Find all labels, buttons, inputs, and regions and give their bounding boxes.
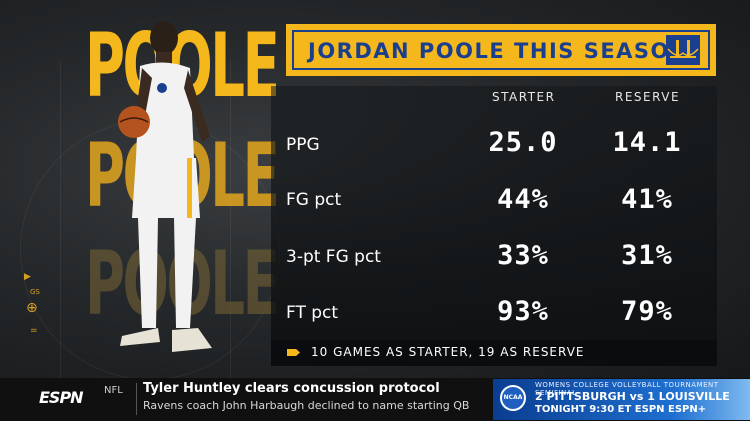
value-3pt-starter: 33%: [497, 240, 549, 271]
side-mark-gs: GS: [30, 288, 40, 296]
promo-time: TONIGHT 9:30 ET ESPN ESPN+: [535, 404, 707, 415]
player-photo: [118, 21, 212, 352]
footnote-bar: 10 GAMES AS STARTER, 19 AS RESERVE: [271, 340, 717, 366]
footnote-arrow-icon: [287, 349, 300, 356]
column-header-reserve: RESERVE: [615, 90, 681, 104]
row-label-ppg: PPG: [286, 135, 320, 155]
value-ppg-reserve: 14.1: [612, 127, 682, 158]
ncaa-logo: NCAA: [500, 385, 526, 411]
value-ft-reserve: 79%: [621, 296, 673, 327]
value-ppg-starter: 25.0: [488, 127, 558, 158]
equals-icon: =: [30, 326, 38, 336]
ticker-subline: Ravens coach John Harbaugh declined to n…: [143, 399, 470, 412]
stats-panel: [271, 86, 717, 366]
crosshair-icon: ⊕: [26, 300, 38, 316]
bottom-ticker: ESPN NFL Tyler Huntley clears concussion…: [0, 378, 750, 421]
promo-matchup: 2 PITTSBURGH vs 1 LOUISVILLE: [535, 390, 730, 403]
promo-banner: NCAA WOMENS COLLEGE VOLLEYBALL TOURNAMEN…: [493, 379, 750, 420]
ticker-headline: Tyler Huntley clears concussion protocol: [143, 381, 440, 396]
ticker-league: NFL: [104, 385, 123, 396]
value-3pt-reserve: 31%: [621, 240, 673, 271]
warriors-logo-icon: [666, 35, 700, 65]
ticker-divider: [136, 383, 137, 415]
espn-logo: ESPN: [39, 388, 84, 407]
page-title: JORDAN POOLE THIS SEASON: [308, 39, 689, 63]
row-label-fg-pct: FG pct: [286, 190, 342, 210]
promo-event: WOMENS COLLEGE VOLLEYBALL TOURNAMENT SEM…: [535, 381, 719, 397]
value-fg-starter: 44%: [497, 184, 549, 215]
value-ft-starter: 93%: [497, 296, 549, 327]
value-fg-reserve: 41%: [621, 184, 673, 215]
column-header-starter: STARTER: [492, 90, 556, 104]
row-label-ft-pct: FT pct: [286, 303, 339, 323]
title-bar: JORDAN POOLE THIS SEASON: [286, 24, 716, 76]
row-label-3pt-pct: 3-pt FG pct: [286, 247, 381, 267]
footnote-text: 10 GAMES AS STARTER, 19 AS RESERVE: [311, 345, 585, 359]
side-arrow-icon: ▶: [24, 272, 31, 282]
